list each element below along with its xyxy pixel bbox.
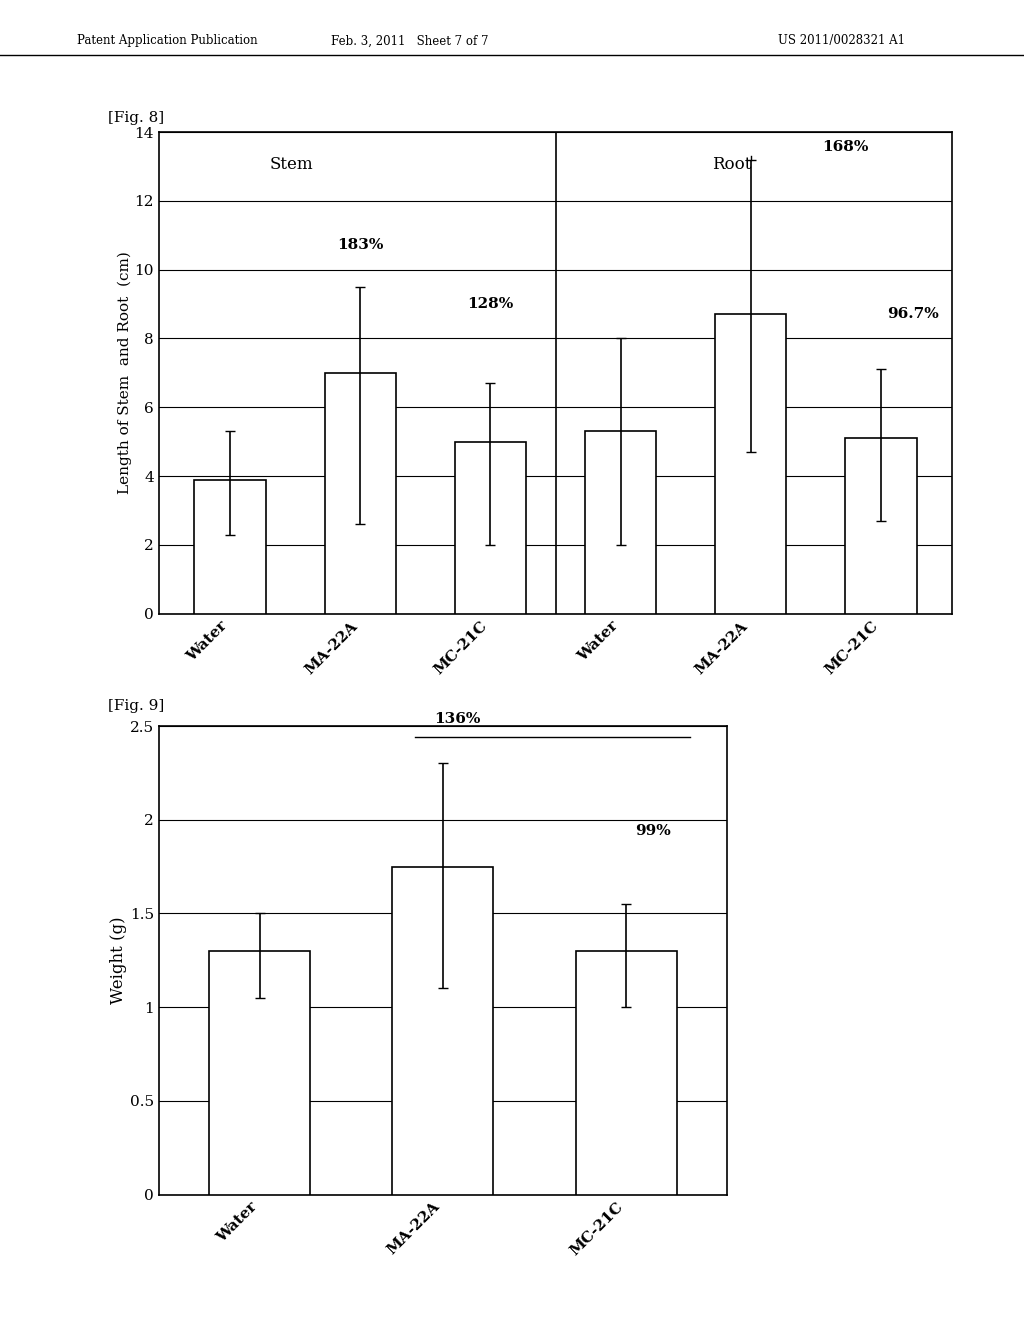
Text: Feb. 3, 2011   Sheet 7 of 7: Feb. 3, 2011 Sheet 7 of 7 xyxy=(331,34,488,48)
Text: [Fig. 8]: [Fig. 8] xyxy=(108,111,164,125)
Bar xyxy=(455,442,526,614)
Bar xyxy=(845,438,916,614)
Bar xyxy=(392,867,494,1195)
Text: Stem: Stem xyxy=(269,156,313,173)
Text: Patent Application Publication: Patent Application Publication xyxy=(77,34,257,48)
Text: 128%: 128% xyxy=(467,297,514,312)
Bar xyxy=(325,372,396,614)
Text: 96.7%: 96.7% xyxy=(887,308,939,321)
Text: 99%: 99% xyxy=(635,825,671,838)
Bar xyxy=(585,432,656,614)
Text: US 2011/0028321 A1: US 2011/0028321 A1 xyxy=(778,34,905,48)
Y-axis label: Weight (g): Weight (g) xyxy=(110,916,127,1005)
Text: 168%: 168% xyxy=(822,140,868,154)
Bar xyxy=(209,950,310,1195)
Text: Root: Root xyxy=(712,156,751,173)
Text: 183%: 183% xyxy=(337,239,384,252)
Bar xyxy=(715,314,786,614)
Y-axis label: Length of Stem  and Root  (cm): Length of Stem and Root (cm) xyxy=(117,252,131,494)
Text: [Fig. 9]: [Fig. 9] xyxy=(108,698,164,713)
Bar xyxy=(575,950,677,1195)
Bar xyxy=(195,479,266,614)
Text: 136%: 136% xyxy=(434,711,480,726)
